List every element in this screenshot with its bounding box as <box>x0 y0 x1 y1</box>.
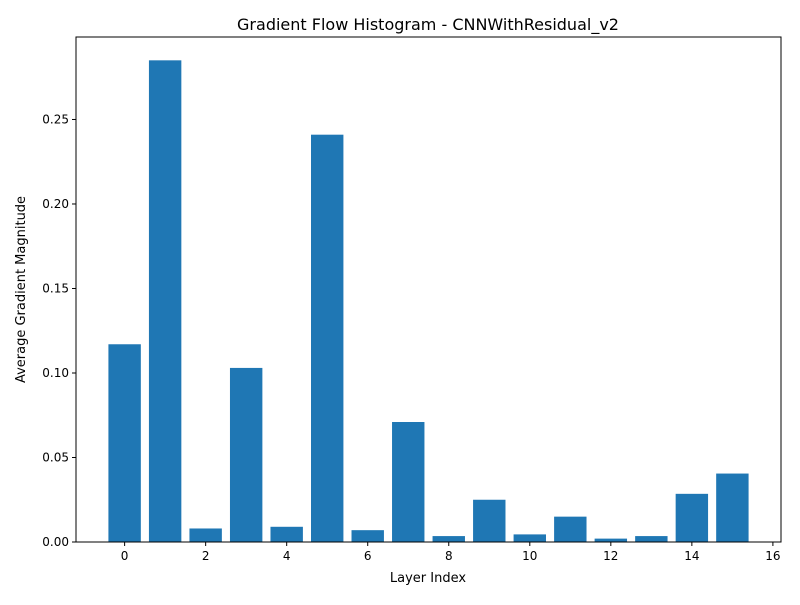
bar-layer-4 <box>270 526 303 542</box>
y-tick-label: 0.00 <box>42 535 69 549</box>
x-tick-label: 12 <box>603 549 618 563</box>
y-tick-label: 0.15 <box>42 281 69 295</box>
y-axis: 0.00 0.05 0.10 0.15 0.20 0.25 <box>42 112 76 549</box>
bar-layer-1 <box>148 60 182 542</box>
x-tick-label: 0 <box>121 549 129 563</box>
y-tick-label: 0.25 <box>42 112 69 126</box>
x-axis: 0 2 4 6 8 10 12 14 16 <box>121 542 781 563</box>
x-tick-label: 14 <box>684 549 699 563</box>
bar-layer-11 <box>554 516 587 542</box>
x-tick-label: 8 <box>445 549 453 563</box>
bar-layer-7 <box>392 422 425 542</box>
bar-layer-9 <box>473 499 506 542</box>
bar-layer-3 <box>229 367 263 542</box>
y-axis-label: Average Gradient Magnitude <box>14 196 29 383</box>
y-tick-label: 0.05 <box>42 450 69 464</box>
x-axis-label: Layer Index <box>390 571 466 586</box>
bar-layer-2 <box>189 528 222 542</box>
x-tick-label: 10 <box>522 549 537 563</box>
bar-layer-5 <box>311 134 344 542</box>
bars <box>108 60 749 542</box>
y-tick-label: 0.20 <box>42 197 69 211</box>
bar-layer-12 <box>594 538 628 542</box>
plot-frame <box>75 36 782 543</box>
bar-layer-14 <box>675 493 709 542</box>
bar-layer-13 <box>635 536 668 542</box>
y-tick-label: 0.10 <box>42 366 69 380</box>
bar-layer-6 <box>351 530 384 542</box>
bar-layer-15 <box>716 473 749 542</box>
x-tick-label: 6 <box>364 549 372 563</box>
x-tick-label: 4 <box>283 549 291 563</box>
bar-layer-8 <box>432 536 465 542</box>
x-tick-label: 16 <box>765 549 780 563</box>
bar-layer-0 <box>108 344 141 542</box>
chart-title: Gradient Flow Histogram - CNNWithResidua… <box>237 15 619 35</box>
bar-layer-10 <box>513 534 546 542</box>
x-tick-label: 2 <box>202 549 210 563</box>
